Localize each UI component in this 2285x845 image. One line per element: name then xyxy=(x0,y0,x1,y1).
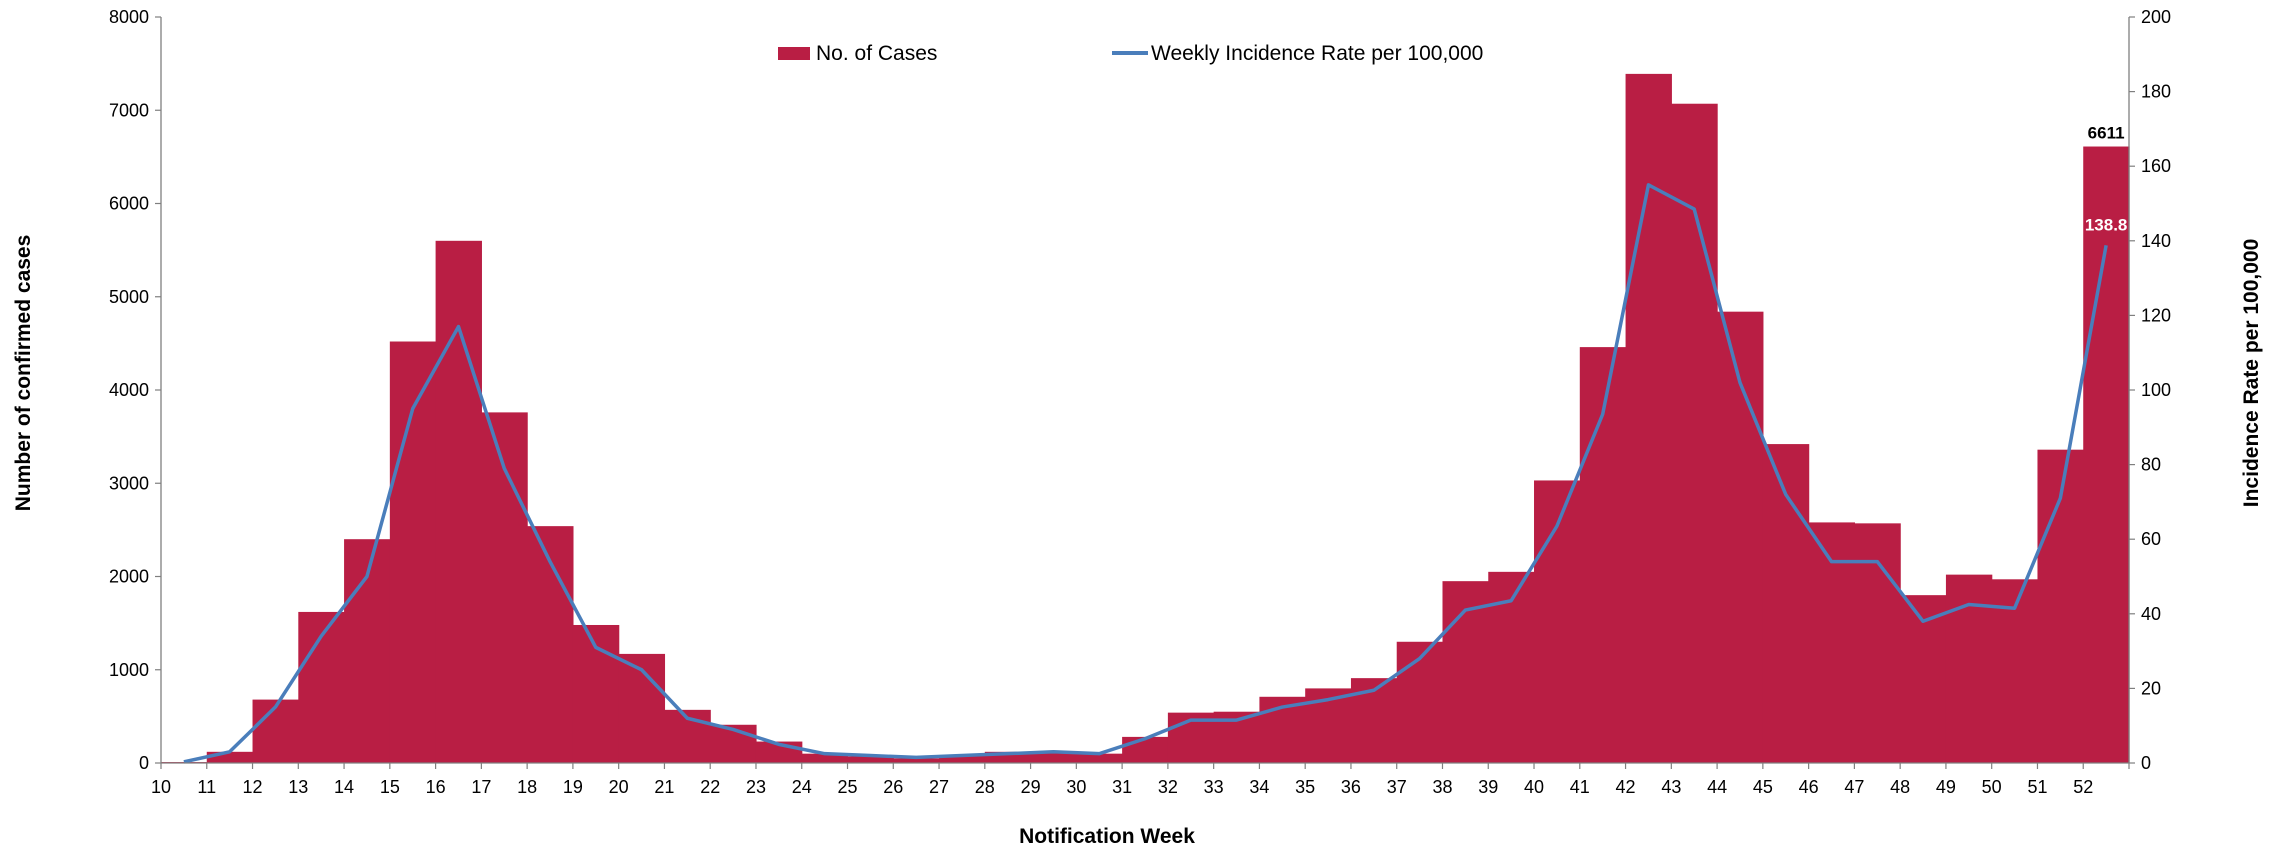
bar-week-42 xyxy=(1625,73,1672,763)
x-tick-label-week-48: 48 xyxy=(1890,777,1910,797)
y-right-tick-label: 120 xyxy=(2141,305,2171,325)
x-tick-label-week-39: 39 xyxy=(1478,777,1498,797)
x-tick-label-week-24: 24 xyxy=(792,777,812,797)
x-tick-label-week-43: 43 xyxy=(1661,777,1681,797)
y-right-tick-label: 60 xyxy=(2141,529,2161,549)
x-tick-label-week-25: 25 xyxy=(837,777,857,797)
y-axis-right-title: Incidence Rate per 100,000 xyxy=(2240,239,2263,507)
bar-week-24 xyxy=(801,753,849,763)
x-tick-label-week-26: 26 xyxy=(883,777,903,797)
bar-week-16 xyxy=(435,240,482,764)
bar-week-27 xyxy=(939,755,986,763)
y-right-tick-label: 180 xyxy=(2141,82,2171,102)
x-tick-label-week-46: 46 xyxy=(1799,777,1819,797)
bar-week-12 xyxy=(252,699,299,763)
y-left-tick-label: 0 xyxy=(139,753,149,773)
data-labels: 6611 138.8 xyxy=(2085,124,2128,235)
x-tick-label-week-19: 19 xyxy=(563,777,583,797)
x-tick-label-week-52: 52 xyxy=(2073,777,2093,797)
y-left-tick-label: 3000 xyxy=(109,473,149,493)
x-tick-label-week-49: 49 xyxy=(1936,777,1956,797)
x-tick-label-week-30: 30 xyxy=(1066,777,1086,797)
x-tick-label-week-45: 45 xyxy=(1753,777,1773,797)
y-left-tick-label: 8000 xyxy=(109,7,149,27)
x-tick-label-week-11: 11 xyxy=(197,777,216,797)
legend: No. of Cases Weekly Incidence Rate per 1… xyxy=(778,42,1483,65)
bar-week-11 xyxy=(206,751,254,763)
bar-week-31 xyxy=(1122,736,1169,763)
x-tick-label-week-31: 31 xyxy=(1112,777,1132,797)
x-tick-label-week-20: 20 xyxy=(609,777,629,797)
y-right-tick-label: 100 xyxy=(2141,380,2171,400)
y-left-tick-label: 1000 xyxy=(109,660,149,680)
y-right-tick-label: 80 xyxy=(2141,455,2161,475)
bar-week-52 xyxy=(2083,146,2130,763)
y-right-tick-label: 0 xyxy=(2141,753,2151,773)
y-left-tick-label: 2000 xyxy=(109,567,149,587)
x-tick-label-week-42: 42 xyxy=(1616,777,1636,797)
x-tick-label-week-17: 17 xyxy=(471,777,491,797)
legend-label-incidence: Weekly Incidence Rate per 100,000 xyxy=(1151,42,1483,65)
x-tick-label-week-13: 13 xyxy=(288,777,308,797)
y-left-tick-label: 6000 xyxy=(109,194,149,214)
x-tick-label-week-47: 47 xyxy=(1844,777,1864,797)
bar-series xyxy=(161,73,2130,764)
bar-week-26 xyxy=(893,758,940,763)
legend-swatch-cases xyxy=(778,47,810,60)
axes: 0 1000 2000 3000 4000 5000 6000 7000 8000 0 20 40 60… xyxy=(109,7,2171,797)
x-tick-label-week-51: 51 xyxy=(2027,777,2047,797)
x-tick-label-week-10: 10 xyxy=(151,777,171,797)
x-tick-label-week-36: 36 xyxy=(1341,777,1361,797)
y-right-tick-label: 40 xyxy=(2141,604,2161,624)
bar-week-48 xyxy=(1900,595,1947,763)
bar-week-29 xyxy=(1030,752,1077,763)
x-tick-label-week-16: 16 xyxy=(426,777,446,797)
x-tick-label-week-40: 40 xyxy=(1524,777,1544,797)
bar-week-25 xyxy=(847,756,894,763)
bar-week-47 xyxy=(1854,523,1901,763)
y-right-tick-label: 200 xyxy=(2141,7,2171,27)
bar-week-28 xyxy=(984,751,1032,763)
line-series xyxy=(183,183,2108,764)
data-label-cases-week-52: 6611 xyxy=(2088,124,2125,143)
x-tick-label-week-29: 29 xyxy=(1021,777,1041,797)
x-tick-label-week-41: 41 xyxy=(1570,777,1590,797)
y-left-tick-label: 5000 xyxy=(109,287,149,307)
x-tick-label-week-32: 32 xyxy=(1158,777,1178,797)
y-left-tick-label: 4000 xyxy=(109,380,149,400)
data-label-incidence-week-52: 138.8 xyxy=(2085,215,2128,234)
x-tick-label-week-34: 34 xyxy=(1249,777,1269,797)
x-tick-label-week-12: 12 xyxy=(243,777,263,797)
y-axis-left-title: Number of confirmed cases xyxy=(12,235,35,512)
x-tick-label-week-22: 22 xyxy=(700,777,720,797)
bar-week-46 xyxy=(1808,522,1855,763)
x-tick-label-week-38: 38 xyxy=(1432,777,1452,797)
x-tick-label-week-35: 35 xyxy=(1295,777,1315,797)
x-tick-label-week-18: 18 xyxy=(517,777,537,797)
y-right-tick-label: 20 xyxy=(2141,678,2161,698)
x-axis-title: Notification Week xyxy=(1019,825,1195,845)
x-tick-label-week-50: 50 xyxy=(1982,777,2002,797)
x-tick-label-week-23: 23 xyxy=(746,777,766,797)
y-right-tick-label: 160 xyxy=(2141,156,2171,176)
bar-week-37 xyxy=(1396,641,1444,763)
bar-week-30 xyxy=(1076,753,1123,763)
x-tick-label-week-21: 21 xyxy=(654,777,674,797)
x-tick-label-week-14: 14 xyxy=(334,777,354,797)
legend-label-cases: No. of Cases xyxy=(816,42,937,65)
y-left-tick-label: 7000 xyxy=(109,100,149,120)
x-tick-label-week-33: 33 xyxy=(1204,777,1224,797)
x-tick-label-week-28: 28 xyxy=(975,777,995,797)
x-tick-label-week-37: 37 xyxy=(1387,777,1407,797)
y-right-tick-label: 140 xyxy=(2141,231,2171,251)
x-tick-label-week-27: 27 xyxy=(929,777,949,797)
x-tick-label-week-15: 15 xyxy=(380,777,400,797)
x-tick-label-week-44: 44 xyxy=(1707,777,1727,797)
